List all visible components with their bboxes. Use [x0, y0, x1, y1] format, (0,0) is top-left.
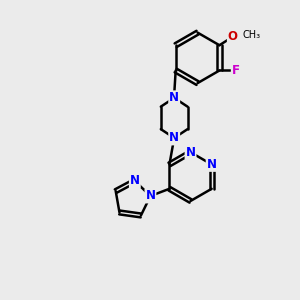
Text: F: F — [232, 64, 240, 77]
Text: N: N — [146, 190, 155, 202]
Text: N: N — [169, 91, 179, 104]
Text: O: O — [228, 30, 238, 44]
Text: N: N — [130, 174, 140, 188]
Text: N: N — [207, 158, 217, 171]
Text: N: N — [185, 146, 196, 159]
Text: CH₃: CH₃ — [242, 30, 260, 40]
Text: N: N — [169, 131, 179, 145]
